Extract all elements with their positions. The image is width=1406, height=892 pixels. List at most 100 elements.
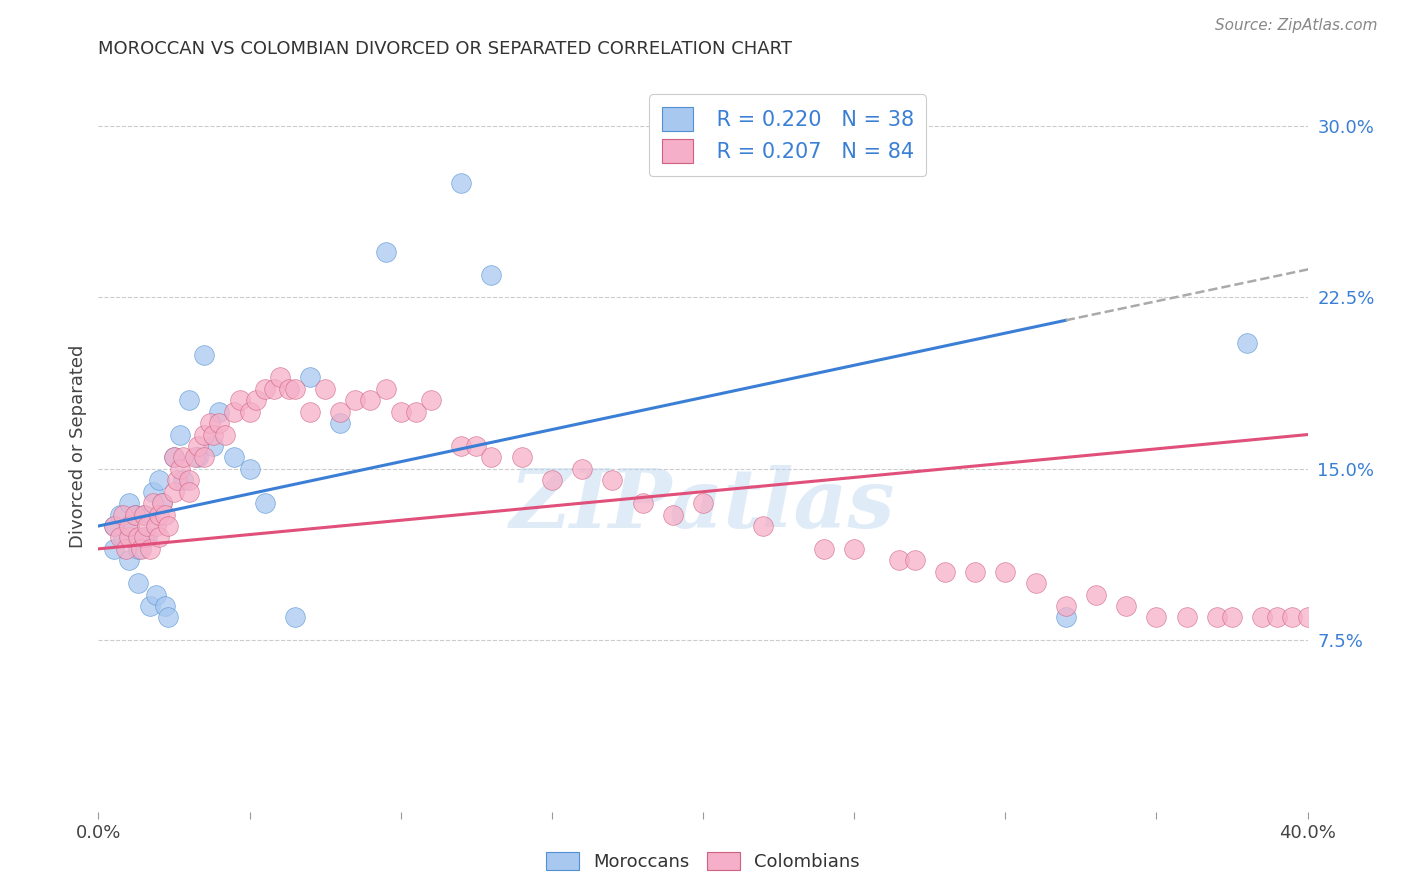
- Point: [1236, 336, 1258, 351]
- Point: [111, 508, 134, 522]
- Point: [389, 405, 412, 419]
- Point: [118, 519, 141, 533]
- Point: [965, 565, 987, 579]
- Point: [229, 393, 252, 408]
- Point: [153, 599, 176, 613]
- Point: [132, 530, 155, 544]
- Point: [184, 450, 207, 465]
- Point: [692, 496, 714, 510]
- Point: [145, 588, 167, 602]
- Point: [148, 473, 170, 487]
- Point: [166, 473, 188, 487]
- Point: [132, 508, 155, 522]
- Point: [103, 541, 125, 556]
- Point: [187, 439, 209, 453]
- Point: [299, 405, 322, 419]
- Point: [142, 484, 165, 499]
- Point: [103, 519, 125, 533]
- Point: [277, 382, 299, 396]
- Point: [844, 541, 866, 556]
- Point: [172, 450, 194, 465]
- Point: [405, 405, 427, 419]
- Point: [299, 370, 322, 384]
- Point: [118, 519, 141, 533]
- Point: [148, 530, 170, 544]
- Point: [1206, 610, 1229, 624]
- Point: [142, 496, 165, 510]
- Point: [1281, 610, 1303, 624]
- Point: [150, 496, 173, 510]
- Point: [169, 427, 191, 442]
- Point: [202, 427, 225, 442]
- Point: [156, 519, 179, 533]
- Point: [284, 610, 307, 624]
- Point: [224, 405, 246, 419]
- Point: [1220, 610, 1243, 624]
- Point: [202, 439, 225, 453]
- Point: [108, 508, 131, 522]
- Text: MOROCCAN VS COLOMBIAN DIVORCED OR SEPARATED CORRELATION CHART: MOROCCAN VS COLOMBIAN DIVORCED OR SEPARA…: [98, 40, 793, 58]
- Point: [360, 393, 382, 408]
- Point: [661, 508, 683, 522]
- Point: [329, 405, 352, 419]
- Point: [193, 427, 215, 442]
- Point: [889, 553, 911, 567]
- Point: [510, 450, 533, 465]
- Point: [994, 565, 1017, 579]
- Point: [114, 541, 136, 556]
- Point: [156, 610, 179, 624]
- Point: [314, 382, 336, 396]
- Point: [208, 405, 231, 419]
- Point: [214, 427, 236, 442]
- Point: [193, 347, 215, 362]
- Point: [813, 541, 835, 556]
- Point: [127, 576, 149, 591]
- Point: [148, 508, 170, 522]
- Point: [135, 519, 157, 533]
- Point: [1251, 610, 1274, 624]
- Point: [631, 496, 654, 510]
- Point: [208, 416, 231, 430]
- Point: [139, 541, 162, 556]
- Point: [1312, 610, 1334, 624]
- Point: [1054, 610, 1077, 624]
- Point: [132, 508, 155, 522]
- Point: [329, 416, 352, 430]
- Y-axis label: Divorced or Separated: Divorced or Separated: [69, 344, 87, 548]
- Point: [481, 268, 503, 282]
- Point: [103, 519, 125, 533]
- Point: [934, 565, 956, 579]
- Point: [169, 462, 191, 476]
- Point: [419, 393, 441, 408]
- Point: [602, 473, 624, 487]
- Point: [904, 553, 927, 567]
- Point: [253, 382, 276, 396]
- Point: [239, 405, 262, 419]
- Legend:  R = 0.220   N = 38,  R = 0.207   N = 84: R = 0.220 N = 38, R = 0.207 N = 84: [650, 95, 927, 176]
- Point: [118, 553, 141, 567]
- Point: [1115, 599, 1137, 613]
- Point: [344, 393, 367, 408]
- Point: [118, 530, 141, 544]
- Point: [1054, 599, 1077, 613]
- Point: [253, 496, 276, 510]
- Point: [245, 393, 267, 408]
- Point: [450, 439, 472, 453]
- Point: [465, 439, 488, 453]
- Point: [177, 484, 201, 499]
- Point: [1265, 610, 1288, 624]
- Point: [284, 382, 307, 396]
- Point: [752, 519, 775, 533]
- Point: [177, 473, 201, 487]
- Point: [1175, 610, 1198, 624]
- Point: [153, 508, 176, 522]
- Point: [108, 530, 131, 544]
- Point: [124, 508, 146, 522]
- Point: [172, 473, 194, 487]
- Point: [124, 508, 146, 522]
- Text: Source: ZipAtlas.com: Source: ZipAtlas.com: [1215, 18, 1378, 33]
- Point: [481, 450, 503, 465]
- Point: [1144, 610, 1167, 624]
- Point: [571, 462, 593, 476]
- Legend: Moroccans, Colombians: Moroccans, Colombians: [538, 845, 868, 879]
